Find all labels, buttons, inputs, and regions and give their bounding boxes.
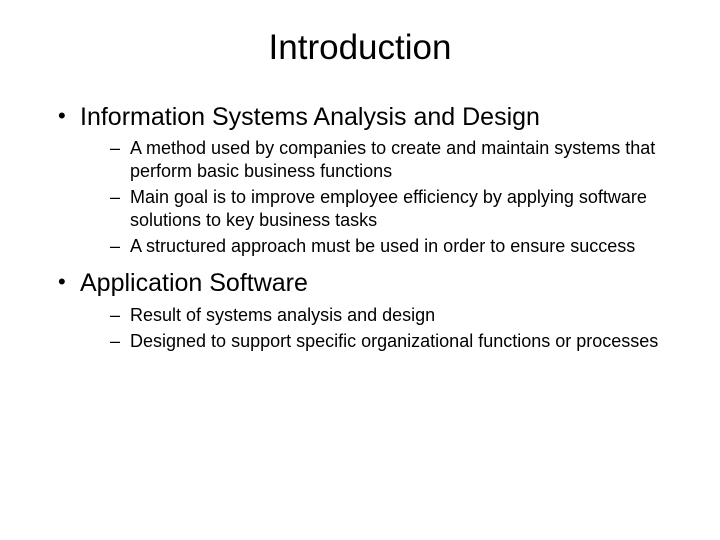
sub-list-item: Result of systems analysis and design [110, 304, 680, 327]
sub-list-item: Designed to support specific organizatio… [110, 330, 680, 353]
sub-list-item: A method used by companies to create and… [110, 137, 680, 183]
list-item: Application Software Result of systems a… [58, 268, 680, 352]
list-item-label: Information Systems Analysis and Design [80, 103, 540, 131]
sub-bullet-list: Result of systems analysis and design De… [80, 304, 680, 353]
list-item: Information Systems Analysis and Design … [58, 102, 680, 258]
sub-list-item: A structured approach must be used in or… [110, 235, 680, 258]
bullet-list: Information Systems Analysis and Design … [40, 102, 680, 353]
sub-bullet-list: A method used by companies to create and… [80, 137, 680, 258]
sub-list-item: Main goal is to improve employee efficie… [110, 186, 680, 232]
sub-list-item-label: Main goal is to improve employee efficie… [130, 187, 647, 230]
slide-title: Introduction [40, 28, 680, 68]
sub-list-item-label: Designed to support specific organizatio… [130, 331, 658, 351]
sub-list-item-label: A structured approach must be used in or… [130, 236, 635, 256]
slide: Introduction Information Systems Analysi… [0, 0, 720, 540]
sub-list-item-label: A method used by companies to create and… [130, 138, 655, 181]
list-item-label: Application Software [80, 269, 308, 297]
sub-list-item-label: Result of systems analysis and design [130, 305, 435, 325]
